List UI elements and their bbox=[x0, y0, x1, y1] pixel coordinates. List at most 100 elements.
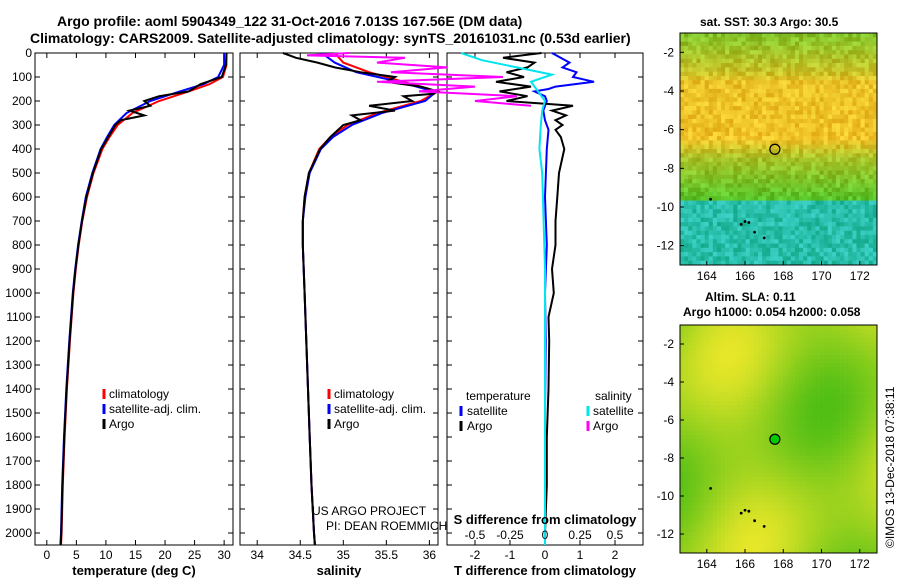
map-cell bbox=[704, 127, 710, 133]
map-cell bbox=[799, 464, 804, 469]
map-cell bbox=[749, 430, 755, 436]
map-cell bbox=[803, 325, 808, 330]
map-cell bbox=[803, 170, 808, 176]
map-cell bbox=[778, 333, 783, 338]
map-cell bbox=[733, 256, 738, 262]
map-cell bbox=[708, 127, 714, 133]
map-cell bbox=[782, 481, 787, 486]
map-cell bbox=[762, 222, 767, 227]
map-cell bbox=[766, 45, 771, 51]
map-cell bbox=[692, 243, 697, 249]
map-cell bbox=[753, 379, 759, 385]
map-cell bbox=[753, 447, 759, 452]
map-cell bbox=[831, 54, 837, 60]
map-cell bbox=[696, 200, 701, 206]
map-cell bbox=[766, 468, 771, 474]
map-cell bbox=[831, 144, 837, 150]
map-cell bbox=[712, 493, 718, 499]
map-cell bbox=[782, 196, 787, 201]
map-cell bbox=[799, 405, 804, 410]
map-cell bbox=[831, 464, 837, 469]
map-cell bbox=[844, 170, 849, 176]
map-cell bbox=[688, 75, 693, 81]
map-cell bbox=[692, 341, 697, 347]
map-cell bbox=[827, 58, 833, 64]
map-cell bbox=[700, 45, 705, 51]
map-cell bbox=[708, 37, 714, 42]
map-cell bbox=[856, 157, 861, 163]
map-cell bbox=[831, 367, 837, 372]
map-cell bbox=[790, 329, 796, 334]
map-cell bbox=[864, 213, 870, 219]
map-cell bbox=[827, 252, 833, 257]
map-cell bbox=[737, 515, 742, 520]
map-cell bbox=[835, 401, 841, 406]
map-cell bbox=[680, 183, 685, 188]
map-cell bbox=[860, 110, 865, 115]
map-cell bbox=[725, 144, 730, 150]
map-cell bbox=[844, 118, 849, 124]
map-cell bbox=[774, 477, 779, 482]
map-cell bbox=[757, 447, 763, 452]
map-cell bbox=[868, 200, 874, 206]
map-cell bbox=[684, 498, 689, 503]
map-cell bbox=[811, 123, 816, 128]
map-cell bbox=[680, 506, 685, 512]
map-cell bbox=[803, 101, 808, 107]
map-cell bbox=[700, 502, 705, 507]
map-cell bbox=[786, 93, 792, 98]
map-cell bbox=[712, 187, 718, 193]
map-cell bbox=[799, 37, 804, 42]
map-cell bbox=[840, 333, 845, 338]
map-cell bbox=[803, 354, 808, 360]
map-cell bbox=[794, 123, 800, 128]
map-cell bbox=[762, 196, 767, 201]
map-cell bbox=[774, 417, 779, 423]
map-cell bbox=[737, 371, 742, 376]
map-cell bbox=[835, 430, 841, 436]
map-cell bbox=[729, 346, 734, 351]
map-cell bbox=[819, 54, 824, 60]
map-cell bbox=[688, 256, 693, 262]
map-cell bbox=[831, 230, 837, 236]
map-cell bbox=[700, 396, 705, 402]
map-cell bbox=[762, 88, 767, 94]
map-cell bbox=[716, 123, 722, 128]
map-cell bbox=[692, 54, 697, 60]
map-cell bbox=[782, 256, 787, 262]
map-cell bbox=[708, 489, 714, 495]
map-cell bbox=[786, 401, 792, 406]
map-cell bbox=[692, 179, 697, 184]
map-cell bbox=[835, 200, 841, 206]
map-cell bbox=[700, 101, 705, 107]
map-cell bbox=[704, 217, 710, 223]
map-cell bbox=[790, 451, 796, 457]
map-cell bbox=[684, 384, 689, 389]
map-cell bbox=[774, 93, 779, 98]
map-cell bbox=[766, 451, 771, 457]
map-cell bbox=[741, 337, 746, 343]
map-cell bbox=[753, 217, 759, 223]
map-cell bbox=[819, 213, 824, 219]
map-cell bbox=[737, 88, 742, 94]
map-cell bbox=[712, 477, 718, 482]
map-cell bbox=[790, 54, 796, 60]
map-cell bbox=[778, 41, 783, 47]
map-cell bbox=[721, 140, 726, 146]
map-cell bbox=[721, 157, 726, 163]
map-cell bbox=[852, 131, 857, 137]
map-cell bbox=[799, 333, 804, 338]
map-cell bbox=[811, 80, 816, 85]
map-cell bbox=[852, 136, 857, 141]
map-cell bbox=[712, 384, 718, 389]
map-cell bbox=[745, 371, 751, 376]
map-cell bbox=[827, 260, 833, 266]
map-cell bbox=[782, 489, 787, 495]
map-cell bbox=[786, 548, 792, 554]
map-cell bbox=[708, 243, 714, 249]
map-cell bbox=[840, 101, 845, 107]
map-cell bbox=[696, 472, 701, 478]
map-cell bbox=[762, 417, 767, 423]
y-tick-label: 1800 bbox=[5, 478, 32, 492]
map-cell bbox=[770, 371, 775, 376]
